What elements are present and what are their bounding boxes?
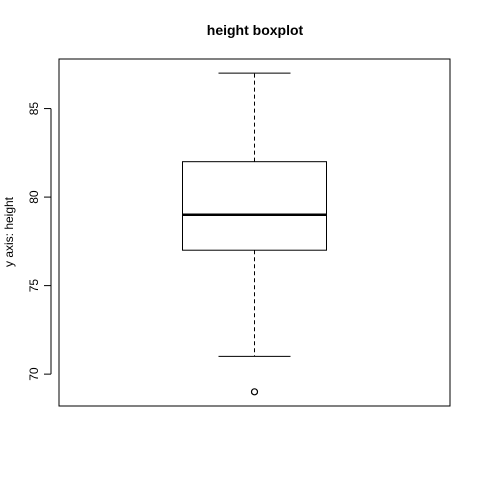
y-axis-label: y axis: height xyxy=(2,196,16,267)
y-tick-label: 70 xyxy=(27,367,41,381)
chart-title: height boxplot xyxy=(207,22,304,38)
iqr-box xyxy=(182,161,327,251)
y-tick-label: 75 xyxy=(27,279,41,293)
y-axis: 70 75 80 85 xyxy=(27,102,52,381)
outlier-point xyxy=(250,388,259,396)
plot-frame xyxy=(58,58,451,407)
y-tick-label: 80 xyxy=(27,190,41,204)
y-tick-label: 85 xyxy=(27,102,41,116)
box-group xyxy=(182,72,327,396)
